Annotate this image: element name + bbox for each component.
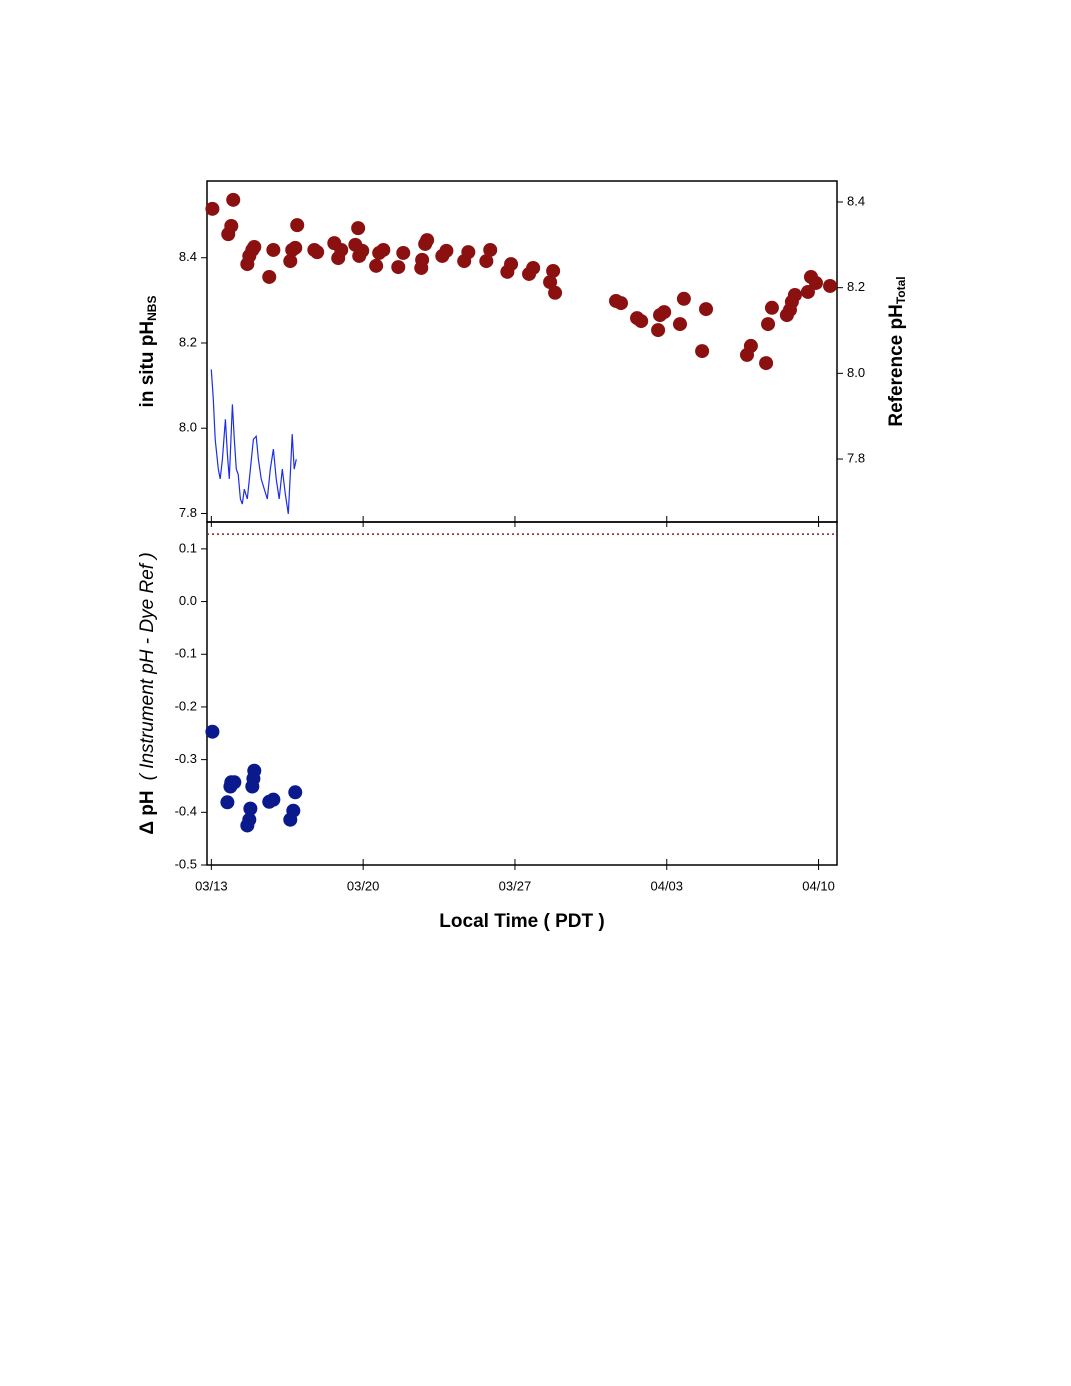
y-tick-label: 8.2 — [179, 334, 197, 349]
data-point — [224, 218, 239, 233]
data-point — [288, 240, 303, 255]
data-point — [242, 812, 257, 827]
data-point — [415, 252, 430, 267]
data-point — [243, 801, 258, 816]
y-tick-label: 7.8 — [179, 505, 197, 520]
data-point — [227, 775, 242, 790]
data-point — [479, 254, 494, 269]
data-point — [764, 300, 779, 315]
data-point — [808, 275, 823, 290]
y-tick-label: 8.4 — [179, 249, 197, 264]
data-point — [286, 803, 301, 818]
plot-frame — [206, 521, 838, 866]
data-point — [439, 243, 454, 258]
data-point — [761, 317, 776, 332]
data-point — [787, 287, 802, 302]
data-point — [759, 356, 774, 371]
y-axis-label: in situ pHNBS — [137, 296, 159, 408]
data-point — [823, 278, 838, 293]
x-tick-label: 04/03 — [650, 878, 683, 893]
data-point — [743, 338, 758, 353]
y2-axis-label: Reference pHTotal — [886, 276, 908, 426]
data-point — [247, 239, 262, 254]
y-tick-label: -0.3 — [175, 751, 197, 766]
x-tick-label: 03/27 — [499, 878, 532, 893]
data-point — [526, 260, 541, 275]
data-point — [369, 258, 384, 273]
y-axis-label-note: ( Instrument pH - Dye Ref ) — [137, 552, 158, 780]
data-point — [543, 275, 558, 290]
data-point — [548, 285, 563, 300]
data-point — [483, 242, 498, 257]
y2-tick-label: 8.0 — [847, 365, 865, 380]
data-point — [266, 242, 281, 257]
data-point — [634, 314, 649, 329]
data-point — [355, 243, 370, 258]
data-point — [351, 221, 366, 236]
data-point — [676, 291, 691, 306]
data-point — [461, 245, 476, 260]
data-point — [334, 242, 349, 257]
y-axis-label-main: Δ pH — [137, 790, 158, 834]
data-point — [699, 302, 714, 317]
y-tick-label: -0.5 — [175, 856, 197, 871]
data-point — [205, 201, 220, 216]
data-point — [283, 254, 298, 269]
x-tick-label: 03/13 — [195, 878, 228, 893]
y2-tick-label: 8.4 — [847, 193, 865, 208]
data-point — [695, 344, 710, 359]
y-tick-label: -0.2 — [175, 698, 197, 713]
data-point — [800, 284, 815, 299]
data-point — [290, 218, 305, 233]
data-line — [210, 369, 297, 514]
data-point — [657, 305, 672, 320]
y2-axis-label-sub: Total — [894, 276, 908, 304]
data-point — [672, 317, 687, 332]
x-tick-label: 04/10 — [802, 878, 835, 893]
y-tick-label: 8.0 — [179, 420, 197, 435]
y-tick-label: 0.0 — [179, 593, 197, 608]
y-axis-label-sub: NBS — [145, 296, 159, 321]
x-axis-label: Local Time ( PDT ) — [439, 911, 604, 932]
y2-axis-label-main: Reference pH — [886, 304, 907, 427]
y-axis-label-main: in situ pH — [137, 321, 158, 408]
data-point — [614, 296, 628, 311]
y-tick-label: 0.1 — [179, 540, 197, 555]
y2-tick-label: 7.8 — [847, 450, 865, 465]
data-point — [310, 245, 325, 260]
data-point — [651, 323, 666, 338]
x-tick-label: 03/20 — [347, 878, 380, 893]
y-tick-label: -0.4 — [175, 804, 197, 819]
data-point — [288, 785, 303, 800]
y-tick-label: -0.1 — [175, 646, 197, 661]
data-point — [262, 269, 277, 284]
data-point — [504, 257, 519, 272]
data-point — [420, 233, 435, 248]
data-point — [391, 260, 406, 275]
y-axis-label: Δ pH ( Instrument pH - Dye Ref ) — [137, 552, 158, 834]
data-point — [220, 795, 235, 810]
data-point — [247, 763, 262, 778]
data-point — [396, 245, 411, 260]
data-point — [266, 792, 281, 807]
data-point — [205, 724, 220, 739]
data-point — [226, 192, 241, 207]
data-point — [376, 242, 391, 257]
y2-tick-label: 8.2 — [847, 279, 865, 294]
data-point — [546, 263, 561, 278]
